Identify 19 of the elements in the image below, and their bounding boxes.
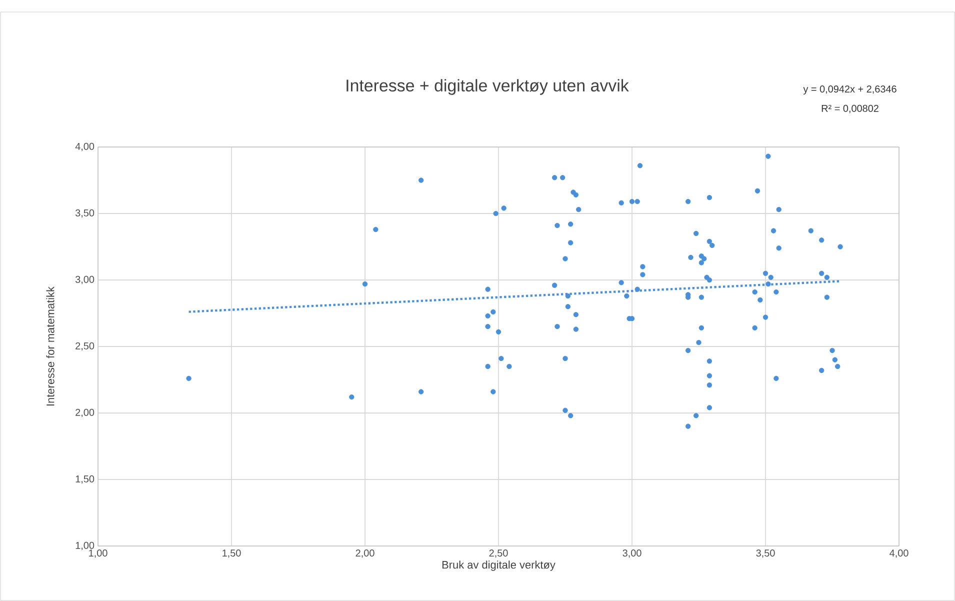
y-tick-label: 1,50 bbox=[76, 475, 94, 484]
text: y = 0,0942x + 2,6346 bbox=[803, 85, 896, 94]
y-tick-label: 3,50 bbox=[75, 209, 94, 218]
y-tick-label: 2,50 bbox=[76, 342, 94, 351]
x-tick-label: 3,50 bbox=[756, 550, 775, 558]
x-tick-label: 2,00 bbox=[356, 550, 374, 558]
x-tick-label: 1,00 bbox=[89, 550, 108, 558]
y-tick-label: 2,00 bbox=[76, 408, 94, 418]
x-tick-label: 3,00 bbox=[622, 550, 642, 558]
chart-title: Interesse + digitale verktøy uten avvik bbox=[346, 79, 629, 95]
text: R² = 0,00802 bbox=[822, 104, 878, 114]
y-tick-label: 3,00 bbox=[75, 276, 94, 284]
y-axis-title: Interesse for matematikk bbox=[46, 286, 54, 406]
x-tick-label: 1,50 bbox=[222, 550, 241, 558]
y-tick-label: 4,00 bbox=[75, 142, 94, 152]
x-tick-label: 4,00 bbox=[890, 550, 908, 558]
x-tick-label: 2,50 bbox=[489, 550, 508, 558]
x-axis-title: Bruk av digitale verktøy bbox=[442, 560, 556, 571]
y-tick-label: 1,00 bbox=[76, 542, 94, 550]
